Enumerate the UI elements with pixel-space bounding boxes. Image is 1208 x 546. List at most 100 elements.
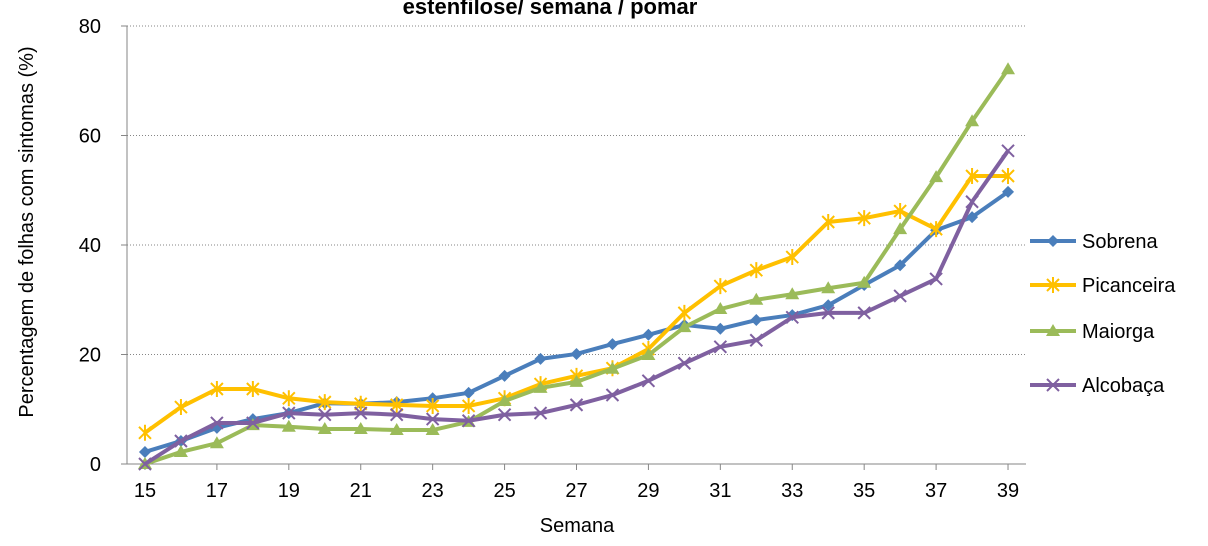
x-tick-label: 33 bbox=[781, 480, 803, 502]
marker bbox=[857, 210, 871, 227]
y-tick-label: 20 bbox=[79, 345, 101, 367]
marker bbox=[173, 444, 188, 457]
marker bbox=[1002, 185, 1015, 198]
marker bbox=[750, 314, 763, 327]
marker bbox=[533, 406, 548, 420]
marker bbox=[389, 396, 404, 413]
x-tick-label: 37 bbox=[925, 480, 947, 502]
marker bbox=[929, 170, 944, 183]
marker bbox=[570, 347, 583, 360]
marker bbox=[929, 221, 943, 238]
marker bbox=[821, 281, 836, 294]
marker bbox=[497, 408, 512, 422]
x-tick-label: 25 bbox=[493, 480, 515, 502]
x-tick-label: 17 bbox=[206, 480, 228, 502]
x-tick-label: 19 bbox=[278, 480, 300, 502]
marker bbox=[965, 195, 979, 209]
marker bbox=[641, 374, 656, 388]
y-tick-label: 0 bbox=[90, 454, 101, 476]
y-tick-label: 80 bbox=[79, 16, 101, 38]
legend-label: Picanceira bbox=[1082, 275, 1176, 297]
marker bbox=[677, 304, 692, 321]
x-tick-label: 27 bbox=[565, 480, 587, 502]
marker bbox=[425, 412, 440, 426]
marker bbox=[893, 289, 907, 303]
marker bbox=[1001, 62, 1016, 75]
marker bbox=[498, 369, 511, 382]
marker bbox=[713, 340, 728, 354]
x-tick-label: 31 bbox=[709, 480, 731, 502]
marker bbox=[425, 423, 440, 436]
marker bbox=[1001, 144, 1015, 158]
marker bbox=[749, 262, 764, 279]
marker bbox=[966, 211, 979, 224]
y-axis-label: Percentagem de folhas com sintomas (%) bbox=[16, 46, 38, 418]
marker bbox=[462, 386, 475, 399]
marker bbox=[1046, 324, 1060, 336]
marker bbox=[209, 436, 224, 449]
marker bbox=[749, 333, 764, 347]
marker bbox=[318, 394, 332, 411]
x-tick-label: 35 bbox=[853, 480, 875, 502]
marker bbox=[785, 287, 800, 300]
marker bbox=[857, 306, 871, 320]
marker bbox=[929, 272, 943, 286]
marker bbox=[533, 380, 548, 393]
marker bbox=[821, 214, 835, 231]
marker bbox=[138, 445, 151, 458]
marker bbox=[1046, 277, 1060, 293]
marker bbox=[965, 114, 980, 127]
marker bbox=[354, 406, 368, 420]
marker bbox=[605, 388, 620, 402]
marker bbox=[894, 259, 907, 272]
marker bbox=[210, 416, 224, 430]
marker bbox=[893, 203, 907, 220]
x-axis-label: Semana bbox=[540, 515, 615, 537]
marker bbox=[641, 348, 656, 361]
marker bbox=[1046, 378, 1060, 392]
marker bbox=[318, 408, 332, 422]
marker bbox=[461, 414, 476, 428]
marker bbox=[534, 352, 547, 365]
marker bbox=[642, 328, 655, 341]
x-tick-label: 21 bbox=[350, 480, 372, 502]
marker bbox=[1001, 168, 1015, 185]
marker bbox=[677, 356, 692, 370]
marker bbox=[174, 399, 188, 416]
marker bbox=[569, 398, 584, 412]
marker bbox=[317, 421, 332, 434]
marker bbox=[713, 278, 728, 295]
x-tick-label: 15 bbox=[134, 480, 156, 502]
marker bbox=[713, 302, 728, 315]
marker bbox=[822, 299, 835, 312]
marker bbox=[282, 390, 296, 407]
x-tick-label: 29 bbox=[637, 480, 659, 502]
marker bbox=[749, 292, 764, 305]
marker bbox=[569, 374, 584, 387]
marker bbox=[1047, 235, 1059, 247]
y-tick-label: 40 bbox=[79, 235, 101, 257]
marker bbox=[389, 423, 404, 436]
marker bbox=[893, 222, 908, 235]
marker bbox=[606, 338, 619, 351]
marker bbox=[246, 416, 260, 430]
series-line bbox=[143, 149, 1010, 466]
legend-label: Sobrena bbox=[1082, 231, 1158, 253]
x-tick-label: 23 bbox=[422, 480, 444, 502]
marker bbox=[282, 406, 296, 420]
marker bbox=[785, 310, 799, 324]
marker bbox=[174, 434, 188, 448]
marker bbox=[821, 306, 835, 320]
marker bbox=[138, 457, 152, 471]
chart-title: estenfilose/ semana / pomar bbox=[403, 0, 698, 19]
marker bbox=[353, 421, 368, 434]
marker bbox=[461, 397, 476, 414]
marker bbox=[210, 380, 224, 397]
marker bbox=[605, 361, 620, 374]
marker bbox=[138, 424, 152, 441]
marker bbox=[965, 168, 979, 185]
marker bbox=[497, 394, 512, 407]
marker bbox=[389, 408, 404, 422]
